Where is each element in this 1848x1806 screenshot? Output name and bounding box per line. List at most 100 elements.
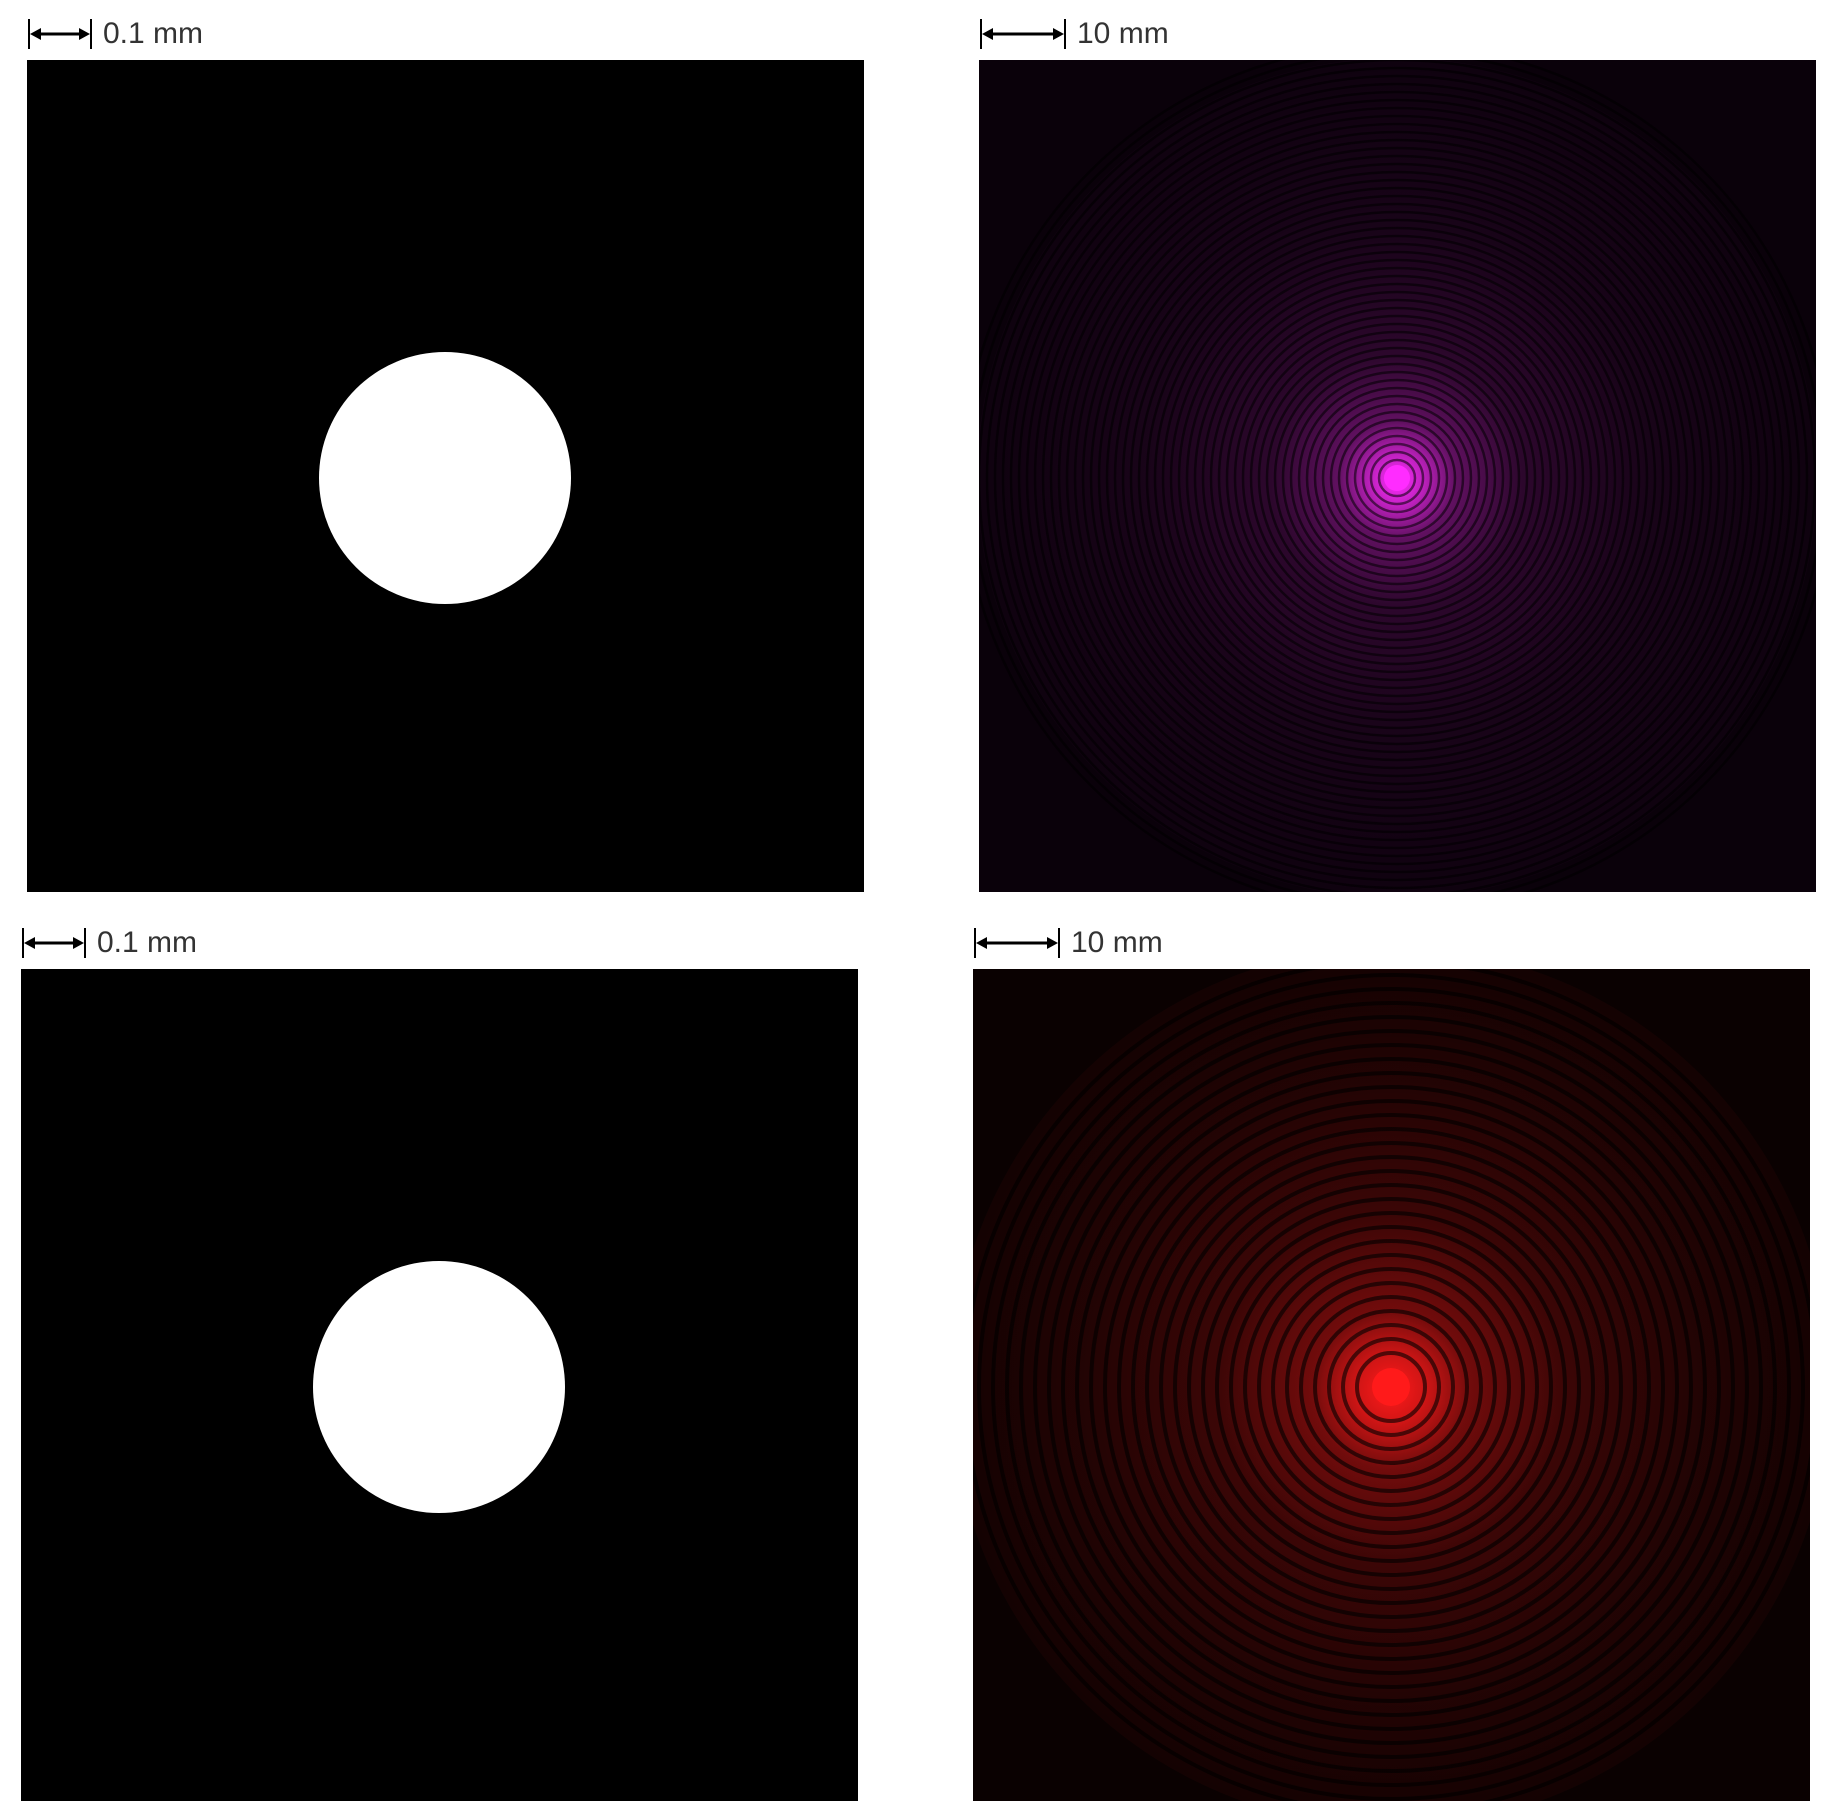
diffraction-ring [991, 987, 1791, 1787]
diffraction-ring [1257, 1253, 1525, 1521]
diffraction-ring [1017, 98, 1777, 858]
diffraction-ring [1113, 194, 1681, 762]
diffraction-ring [1265, 346, 1529, 610]
diffraction-ring [1005, 1001, 1777, 1773]
diffraction-ring [1169, 250, 1625, 706]
diffraction-pattern-image [973, 969, 1810, 1801]
diffraction-ring [1345, 426, 1449, 530]
diffraction-ring [1313, 394, 1481, 562]
diffraction-ring [1033, 114, 1761, 842]
central-maximum [1384, 465, 1410, 491]
diffraction-ring [1089, 170, 1705, 786]
diffraction-ring [1009, 90, 1785, 866]
scale-bar: 10 mm [979, 14, 1169, 54]
diffraction-pattern-image [979, 60, 1816, 892]
diffraction-ring [1271, 1267, 1511, 1507]
diffraction-ring [1229, 1225, 1553, 1549]
diffraction-ring [1225, 306, 1569, 650]
diffraction-ring [1081, 162, 1713, 794]
diffraction-ring [1073, 154, 1721, 802]
diffraction-ring [1047, 1043, 1735, 1731]
diffraction-ring [1089, 1085, 1693, 1689]
diffraction-ring [1273, 354, 1521, 602]
diffraction-ring [1057, 138, 1737, 818]
diffraction-ring [1209, 290, 1585, 666]
diffraction-ring [1185, 266, 1609, 690]
diffraction-ring [1019, 1015, 1763, 1759]
panel-bottom-left: 0.1 mm [21, 923, 858, 1803]
diffraction-ring [1041, 122, 1753, 834]
diffraction-ring [1377, 458, 1417, 498]
diffraction-ring [1173, 1169, 1609, 1605]
diffraction-ring [1161, 242, 1633, 714]
diffraction-ring [1289, 370, 1505, 586]
aperture-image [27, 60, 864, 892]
diffraction-ring [1201, 1197, 1581, 1577]
scale-bar-label: 10 mm [1071, 926, 1163, 959]
scale-bar: 0.1 mm [21, 923, 197, 963]
diffraction-ring [1281, 362, 1513, 594]
diffraction-ring [1153, 234, 1641, 722]
diffraction-ring [1001, 82, 1793, 874]
diffraction-ring [1075, 1071, 1707, 1703]
diffraction-ring [1329, 410, 1465, 546]
diffraction-ring [979, 60, 1816, 892]
diffraction-ring [1061, 1057, 1721, 1717]
diffraction-ring [1131, 1127, 1651, 1647]
diffraction-ring [1129, 210, 1665, 746]
diffraction-ring [977, 973, 1805, 1801]
diffraction-ring [1033, 1029, 1749, 1745]
panel-bottom-right: 10 mm [973, 923, 1810, 1803]
diffraction-ring [1137, 218, 1657, 738]
diffraction-ring [1065, 146, 1729, 810]
scale-bar-arrow-icon [28, 19, 92, 49]
diffraction-ring [1305, 386, 1489, 570]
diffraction-ring [1337, 418, 1457, 538]
diffraction-ring [1103, 1099, 1679, 1675]
diffraction-ring [1249, 330, 1545, 626]
diffraction-ring [1097, 178, 1697, 778]
panel-top-left: 0.1 mm [27, 14, 864, 894]
diffraction-ring [1233, 314, 1561, 642]
diffraction-ring [1341, 1337, 1441, 1437]
scale-bar: 0.1 mm [27, 14, 203, 54]
circular-aperture [319, 352, 571, 604]
aperture-image [21, 969, 858, 1801]
diffraction-ring [1145, 1141, 1637, 1633]
diffraction-ring [1193, 274, 1601, 682]
diffraction-ring [985, 66, 1809, 890]
diffraction-ring [1313, 1309, 1469, 1465]
diffraction-ring [1321, 402, 1473, 554]
scale-bar-arrow-icon [22, 928, 86, 958]
diffraction-ring [1369, 450, 1425, 506]
diffraction-ring [1355, 1351, 1427, 1423]
diffraction-ring [1105, 186, 1689, 770]
diffraction-ring [1215, 1211, 1567, 1563]
diffraction-pattern [979, 60, 1816, 892]
central-maximum [1372, 1368, 1410, 1406]
scale-bar-label: 0.1 mm [103, 17, 204, 50]
diffraction-ring [1297, 378, 1497, 578]
diffraction-ring [1299, 1295, 1483, 1479]
diffraction-ring [1159, 1155, 1623, 1619]
scale-bar: 10 mm [973, 923, 1163, 963]
diffraction-pattern [973, 969, 1810, 1801]
circular-aperture [313, 1261, 565, 1513]
diffraction-ring [1241, 322, 1553, 634]
diffraction-ring [1243, 1239, 1539, 1535]
diffraction-ring [1121, 202, 1673, 754]
diffraction-ring [1049, 130, 1745, 826]
scale-bar-label: 10 mm [1077, 17, 1169, 50]
diffraction-ring [1117, 1113, 1665, 1661]
diffraction-ring [1177, 258, 1617, 698]
scale-bar-label: 0.1 mm [97, 926, 198, 959]
diffraction-ring [1257, 338, 1537, 618]
diffraction-ring [1327, 1323, 1455, 1451]
diffraction-ring [1025, 106, 1769, 850]
diffraction-ring [1145, 226, 1649, 730]
scale-bar-arrow-icon [974, 928, 1060, 958]
diffraction-ring [1201, 282, 1593, 674]
diffraction-ring [993, 74, 1801, 882]
diffraction-ring [1285, 1281, 1497, 1493]
diffraction-ring [1353, 434, 1441, 522]
